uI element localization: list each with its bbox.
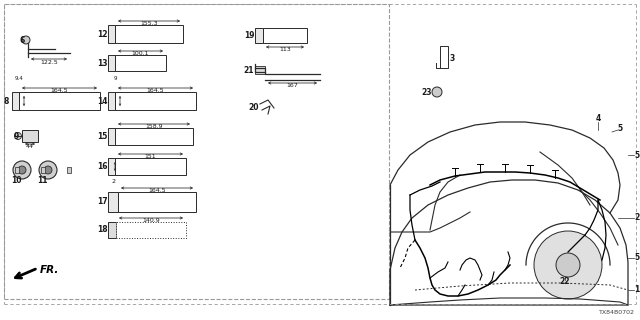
Circle shape xyxy=(44,166,52,174)
Bar xyxy=(255,28,263,43)
Text: 100.1: 100.1 xyxy=(132,51,149,56)
Bar xyxy=(4,4,389,299)
Circle shape xyxy=(13,161,31,179)
Text: 23: 23 xyxy=(422,87,432,97)
Text: 16: 16 xyxy=(97,162,108,171)
Circle shape xyxy=(39,161,57,179)
Text: 5: 5 xyxy=(618,124,623,132)
Bar xyxy=(555,267,575,275)
Text: 155.3: 155.3 xyxy=(140,21,158,26)
Bar xyxy=(115,158,186,175)
Text: 44: 44 xyxy=(26,144,34,149)
Text: 9: 9 xyxy=(113,76,116,81)
Text: 8: 8 xyxy=(3,97,9,106)
Text: 113: 113 xyxy=(279,47,291,52)
Text: FR.: FR. xyxy=(40,265,60,275)
Circle shape xyxy=(556,253,580,277)
Text: 13: 13 xyxy=(97,59,108,68)
Circle shape xyxy=(22,36,30,44)
Text: 12: 12 xyxy=(97,29,108,38)
Text: 9: 9 xyxy=(13,132,19,140)
Bar xyxy=(116,222,186,238)
Text: 140.9: 140.9 xyxy=(142,218,160,223)
Text: 164.5: 164.5 xyxy=(148,188,166,193)
Text: 5: 5 xyxy=(634,253,639,262)
Bar xyxy=(41,167,45,173)
Bar xyxy=(115,55,166,71)
Text: 19: 19 xyxy=(244,30,254,39)
Bar xyxy=(115,25,183,43)
Bar xyxy=(263,28,307,43)
Bar xyxy=(22,130,38,142)
Circle shape xyxy=(18,166,26,174)
Text: 1: 1 xyxy=(634,285,639,294)
Text: 164.5: 164.5 xyxy=(147,88,164,93)
Bar xyxy=(19,92,100,110)
Text: 151: 151 xyxy=(145,154,156,159)
Text: TX84B0702: TX84B0702 xyxy=(599,309,635,315)
Bar xyxy=(108,55,115,71)
Text: 122.5: 122.5 xyxy=(40,60,58,65)
Text: 167: 167 xyxy=(287,83,298,88)
Text: 9.4: 9.4 xyxy=(15,76,24,81)
Text: 20: 20 xyxy=(249,102,259,111)
Bar xyxy=(108,158,115,175)
Text: 3: 3 xyxy=(449,53,454,62)
Bar xyxy=(118,192,196,212)
Bar xyxy=(108,92,115,110)
Bar xyxy=(67,167,71,173)
Bar xyxy=(255,66,265,74)
Text: 4: 4 xyxy=(595,114,600,123)
Text: 5: 5 xyxy=(634,150,639,159)
Bar xyxy=(440,46,448,68)
Text: 2: 2 xyxy=(111,179,115,183)
Circle shape xyxy=(15,132,22,140)
Bar xyxy=(108,222,116,238)
Bar xyxy=(12,92,19,110)
Text: 158.9: 158.9 xyxy=(145,124,163,129)
Text: 21: 21 xyxy=(244,66,254,75)
Bar xyxy=(108,128,115,145)
Bar xyxy=(15,167,19,173)
Text: 17: 17 xyxy=(97,197,108,206)
Bar xyxy=(41,167,45,173)
Bar xyxy=(108,192,118,212)
Text: 18: 18 xyxy=(97,226,108,235)
Circle shape xyxy=(534,231,602,299)
Bar xyxy=(115,92,196,110)
Text: 164.5: 164.5 xyxy=(51,88,68,93)
Bar xyxy=(115,128,193,145)
Text: 11: 11 xyxy=(36,175,47,185)
Text: 2: 2 xyxy=(634,213,639,222)
Text: 6: 6 xyxy=(19,36,24,44)
Text: 22: 22 xyxy=(560,277,570,286)
Bar xyxy=(108,25,115,43)
Text: 15: 15 xyxy=(97,132,107,140)
Text: 14: 14 xyxy=(97,97,108,106)
Circle shape xyxy=(432,87,442,97)
Text: 10: 10 xyxy=(11,175,21,185)
